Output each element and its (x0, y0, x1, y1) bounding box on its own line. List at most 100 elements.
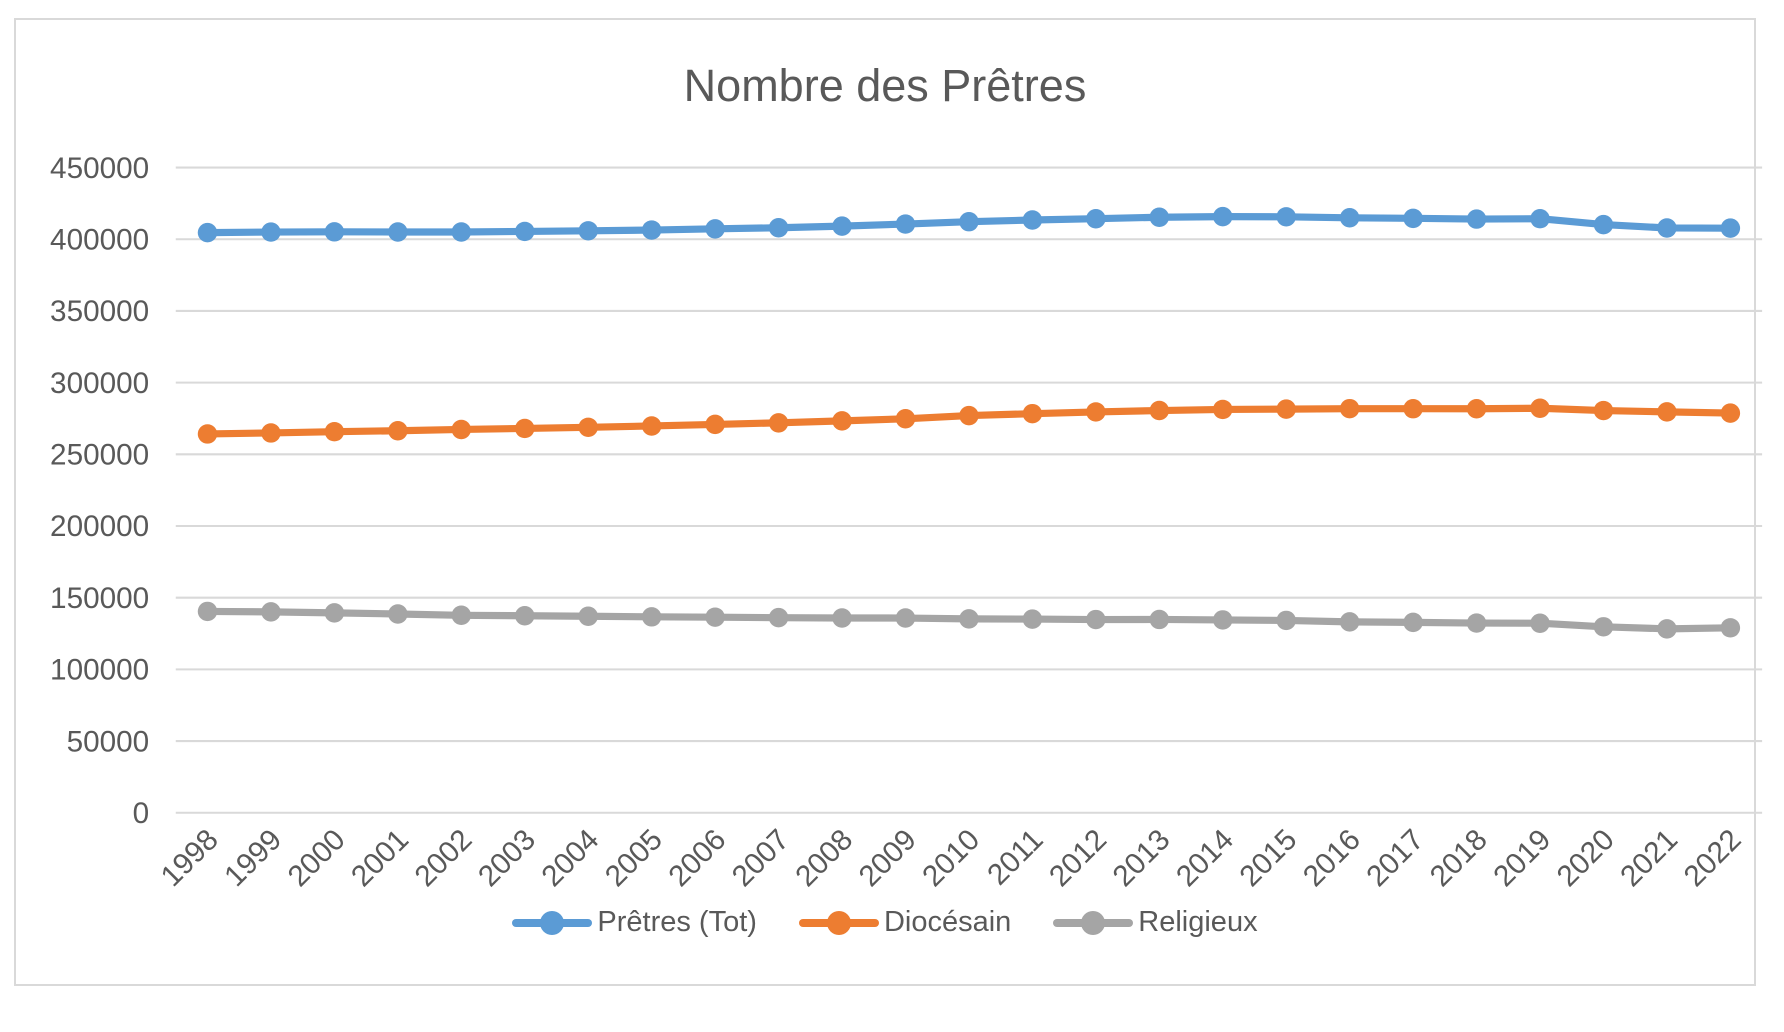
data-point-marker (1403, 612, 1423, 633)
data-point-marker (1466, 399, 1487, 419)
data-point-marker (1149, 609, 1170, 630)
data-point-marker (1593, 617, 1614, 637)
legend-label: Prêtres (Tot) (597, 906, 757, 938)
x-axis-tick-label: 2020 (1551, 823, 1621, 893)
data-point-marker (959, 609, 979, 629)
x-axis-tick-label: 2014 (1170, 823, 1240, 893)
data-point-marker (324, 421, 345, 442)
x-axis-tick-label: 2019 (1487, 823, 1557, 893)
x-axis-tick-label: 2012 (1043, 823, 1113, 893)
data-point-marker (1339, 398, 1360, 419)
data-point-marker (959, 405, 979, 426)
x-axis-tick-label: 2011 (981, 823, 1049, 891)
data-point-marker (1086, 208, 1106, 229)
y-axis-tick-label: 400000 (50, 223, 149, 256)
x-axis-tick-label: 2021 (1614, 823, 1684, 893)
data-point-marker (1276, 207, 1296, 227)
data-point-marker (895, 214, 916, 234)
data-point-marker (197, 222, 218, 243)
data-point-marker (1720, 218, 1741, 238)
x-axis-tick-label: 2017 (1360, 823, 1430, 893)
x-axis-tick-label: 2016 (1297, 823, 1367, 893)
legend-item: Religieux (1053, 906, 1258, 939)
chart-title: Nombre des Prêtres (683, 60, 1087, 111)
y-axis-tick-label: 350000 (50, 295, 149, 328)
data-point-marker (515, 418, 535, 439)
data-point-marker (578, 221, 598, 241)
x-axis-tick-label: 2001 (345, 823, 415, 893)
legend-item: Prêtres (Tot) (512, 906, 757, 939)
data-point-marker (641, 220, 662, 240)
x-axis-tick-label: 2022 (1678, 823, 1748, 893)
x-axis-tick-label: 2007 (726, 823, 796, 893)
x-axis-tick-label: 2002 (409, 823, 479, 893)
data-point-marker (641, 416, 662, 436)
data-point-marker (1213, 206, 1233, 227)
data-point-marker (451, 419, 472, 440)
data-point-marker (1593, 400, 1614, 421)
data-point-marker (388, 604, 408, 624)
data-point-marker (388, 222, 408, 242)
data-point-marker (515, 221, 535, 242)
data-point-marker (197, 601, 218, 622)
data-point-marker (1276, 399, 1296, 419)
data-point-marker (1213, 610, 1233, 630)
data-point-marker (451, 222, 472, 242)
legend-label: Diocésain (883, 906, 1012, 938)
data-point-marker (895, 409, 916, 429)
x-axis-tick-label: 2003 (472, 823, 542, 893)
data-point-marker (1530, 613, 1550, 633)
x-axis-tick-label: 2008 (789, 823, 859, 893)
data-point-marker (388, 421, 408, 441)
data-point-marker (705, 607, 725, 627)
x-axis-tick-label: 1999 (218, 823, 288, 893)
data-point-marker (1022, 210, 1043, 230)
data-point-marker (261, 423, 281, 443)
x-axis-tick-label: 2000 (282, 823, 352, 893)
data-point-marker (1276, 610, 1296, 631)
data-point-marker (1657, 218, 1677, 238)
data-point-marker (1022, 403, 1043, 424)
data-point-marker (1720, 403, 1741, 423)
data-point-marker (515, 606, 535, 626)
data-point-marker (261, 602, 281, 622)
x-axis-tick-label: 2018 (1424, 823, 1494, 893)
data-point-marker (1339, 612, 1360, 632)
y-axis-tick-label: 450000 (50, 152, 149, 185)
data-point-marker (1657, 402, 1677, 422)
data-point-marker (832, 608, 852, 628)
x-axis-tick-label: 2009 (853, 823, 923, 893)
data-point-marker (832, 411, 852, 431)
data-point-marker (1403, 398, 1423, 419)
data-point-marker (1530, 398, 1550, 418)
data-point-marker (959, 211, 979, 232)
legend-line-marker-icon (512, 908, 593, 938)
y-axis-tick-label: 250000 (50, 439, 149, 472)
data-point-marker (261, 222, 281, 242)
y-axis-tick-label: 200000 (50, 510, 149, 543)
data-point-marker (197, 424, 218, 444)
y-axis-tick-label: 100000 (50, 654, 149, 687)
data-point-marker (705, 414, 725, 435)
data-point-marker (1466, 209, 1487, 229)
x-axis-tick-label: 2010 (916, 823, 986, 893)
y-axis-tick-label: 50000 (67, 725, 150, 758)
data-point-marker (1593, 214, 1614, 235)
data-point-marker (324, 603, 345, 623)
legend-item: Diocésain (798, 906, 1012, 939)
data-point-marker (1022, 609, 1043, 629)
plot-area: 0 50000 100000 150000 200000 250000 300000 3500… (50, 152, 1763, 893)
data-point-marker (768, 218, 789, 238)
data-point-marker (768, 607, 789, 628)
data-point-marker (1720, 618, 1741, 638)
x-axis-tick-label: 2006 (662, 823, 732, 893)
chart-frame: Nombre des Prêtres 0 50000 100000 150000 200… (14, 18, 1763, 986)
x-axis-tick-label: 2005 (599, 823, 669, 893)
data-point-marker (1530, 208, 1550, 229)
data-point-marker (451, 605, 472, 626)
data-point-marker (324, 222, 345, 242)
data-point-marker (1086, 609, 1106, 630)
data-point-marker (578, 417, 598, 438)
data-point-marker (641, 607, 662, 627)
data-point-marker (705, 219, 725, 239)
